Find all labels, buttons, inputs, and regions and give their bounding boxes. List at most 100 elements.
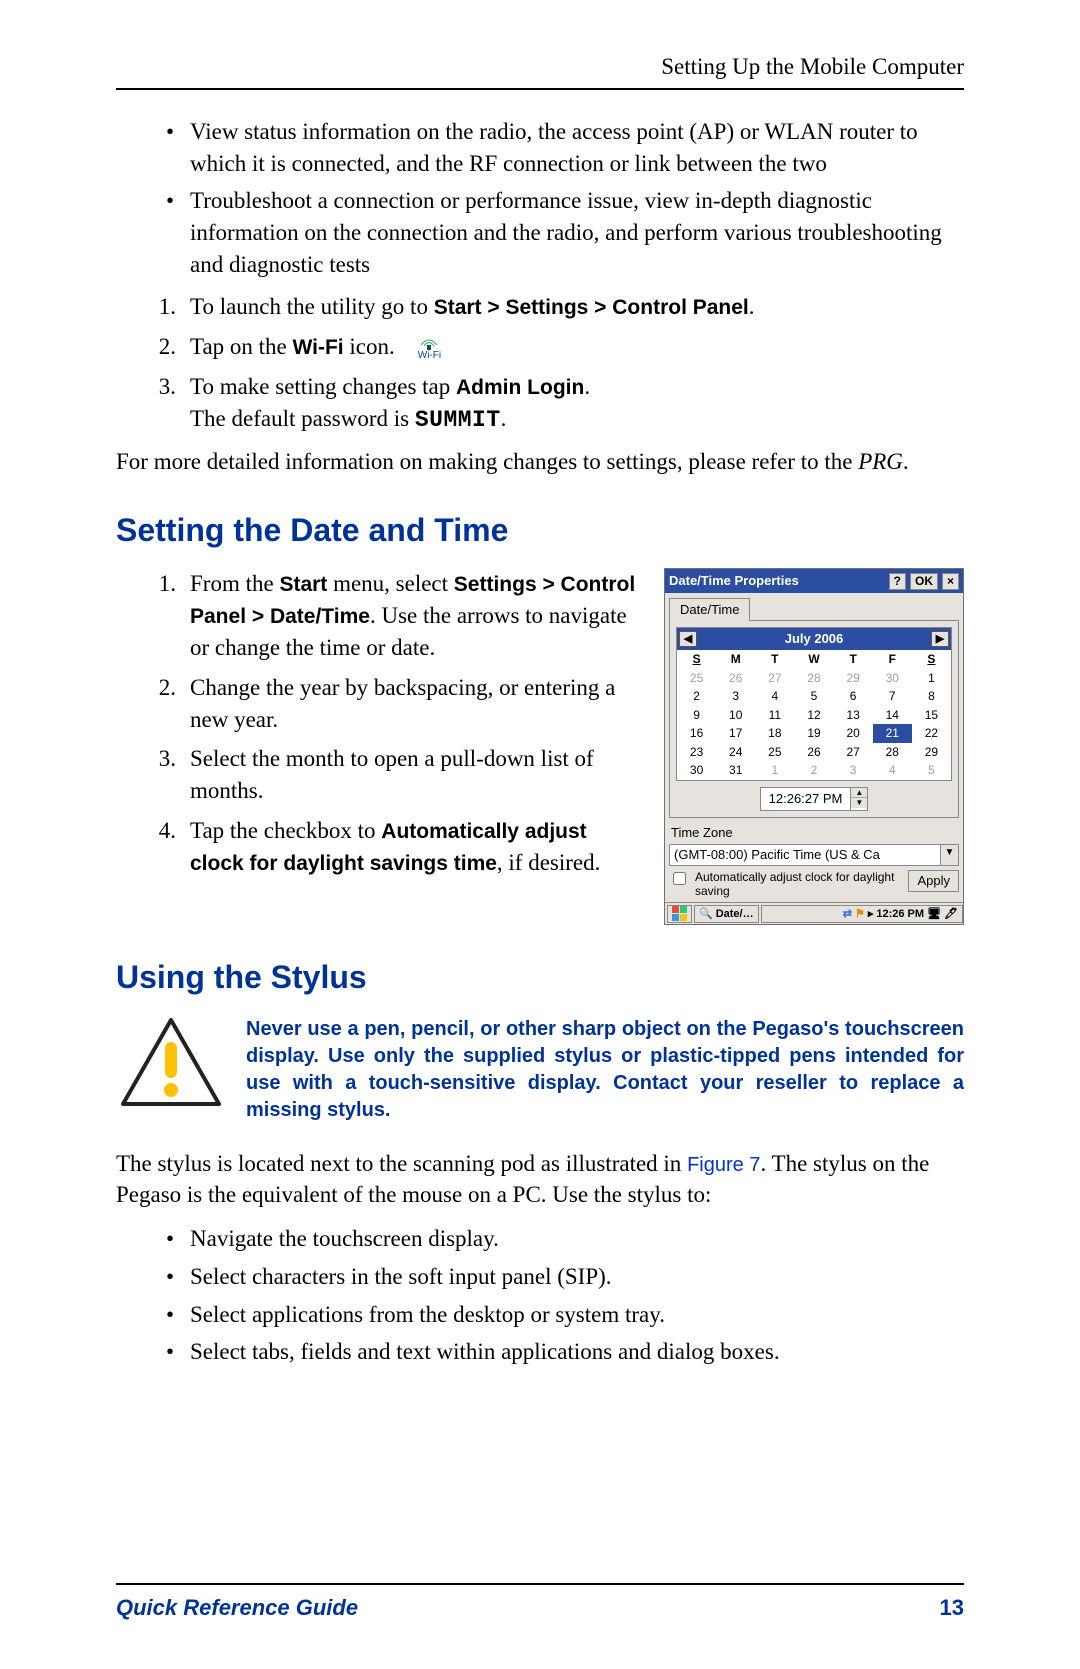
chevron-down-icon[interactable]: ▼: [940, 845, 958, 865]
calendar-day-cell[interactable]: 15: [912, 706, 951, 725]
calendar-day-cell[interactable]: 6: [834, 687, 873, 706]
calendar-day-cell[interactable]: 9: [677, 706, 716, 725]
window-titlebar[interactable]: Date/Time Properties ? OK ×: [665, 569, 963, 593]
wifi-icon: Wi-Fi: [418, 335, 441, 361]
calendar-day-cell[interactable]: 5: [794, 687, 833, 706]
tray-icon[interactable]: ⚑: [855, 906, 865, 922]
calendar-day-cell[interactable]: 23: [677, 743, 716, 762]
calendar-day-cell[interactable]: 1: [755, 761, 794, 780]
dt-step-4: Tap the checkbox to Automatically adjust…: [116, 815, 646, 879]
dt-step-1: From the Start menu, select Settings > C…: [116, 568, 646, 664]
ok-button[interactable]: OK: [910, 573, 938, 590]
calendar-day-cell[interactable]: 3: [834, 761, 873, 780]
calendar-day-header: F: [873, 650, 912, 669]
calendar-day-cell[interactable]: 10: [716, 706, 755, 725]
calendar-day-cell[interactable]: 28: [873, 743, 912, 762]
auto-adjust-label: Automatically adjust clock for daylight …: [695, 870, 902, 899]
calendar-day-cell[interactable]: 4: [873, 761, 912, 780]
step-text: .: [749, 294, 755, 319]
taskbar-app[interactable]: 🔍 Date/…: [694, 905, 759, 923]
list-item: View status information on the radio, th…: [116, 116, 964, 179]
time-spinner[interactable]: ▲▼: [850, 788, 867, 810]
calendar-day-cell[interactable]: 11: [755, 706, 794, 725]
calendar-day-cell[interactable]: 8: [912, 687, 951, 706]
tray-icon[interactable]: ⇄: [843, 906, 852, 922]
running-header: Setting Up the Mobile Computer: [116, 54, 964, 90]
step-bold: Admin Login: [456, 376, 584, 399]
calendar-day-cell[interactable]: 20: [834, 724, 873, 743]
window-title: Date/Time Properties: [669, 572, 799, 590]
calendar-day-cell[interactable]: 5: [912, 761, 951, 780]
desktop-icon[interactable]: 🖥: [927, 906, 941, 922]
calendar-day-cell[interactable]: 16: [677, 724, 716, 743]
calendar-day-cell[interactable]: 12: [794, 706, 833, 725]
step-1: To launch the utility go to Start > Sett…: [116, 291, 964, 323]
calendar-day-cell[interactable]: 24: [716, 743, 755, 762]
list-item: Troubleshoot a connection or performance…: [116, 185, 964, 280]
calendar-day-cell[interactable]: 29: [912, 743, 951, 762]
step-text: The default password is: [190, 406, 415, 431]
sip-icon[interactable]: 🖊: [944, 906, 958, 922]
next-month-button[interactable]: ▶: [931, 631, 949, 647]
step-text: .: [501, 406, 507, 431]
help-button[interactable]: ?: [889, 573, 906, 590]
start-button[interactable]: [667, 905, 692, 923]
calendar-day-cell[interactable]: 30: [873, 669, 912, 688]
step-2: Tap on the Wi-Fi icon. Wi-Fi: [116, 331, 964, 363]
list-item: Navigate the touchscreen display.: [116, 1223, 964, 1255]
wifi-steps: To launch the utility go to Start > Sett…: [116, 291, 964, 437]
tab-datetime[interactable]: Date/Time: [669, 598, 750, 621]
warning-icon: [116, 1016, 226, 1108]
calendar-day-cell[interactable]: 28: [794, 669, 833, 688]
step-text: .: [584, 374, 590, 399]
time-input[interactable]: 12:26:27 PM ▲▼: [760, 787, 869, 811]
calendar-day-cell[interactable]: 29: [834, 669, 873, 688]
heading-date-time: Setting the Date and Time: [116, 508, 964, 552]
calendar-day-cell[interactable]: 13: [834, 706, 873, 725]
calendar-day-cell[interactable]: 26: [794, 743, 833, 762]
close-button[interactable]: ×: [942, 573, 959, 590]
taskbar: 🔍 Date/… ⇄ ⚑ ▸ 12:26 PM 🖥 🖊: [665, 902, 963, 924]
calendar-grid: SMTWTFS252627282930123456789101112131415…: [677, 650, 951, 780]
page-footer: Quick Reference Guide 13: [116, 1583, 964, 1621]
calendar-day-cell[interactable]: 1: [912, 669, 951, 688]
auto-adjust-checkbox[interactable]: [673, 872, 686, 885]
calendar-day-header: S: [912, 650, 951, 669]
timezone-select[interactable]: (GMT-08:00) Pacific Time (US & Ca ▼: [669, 844, 959, 866]
timezone-label: Time Zone: [671, 824, 959, 842]
calendar-day-cell[interactable]: 17: [716, 724, 755, 743]
calendar-day-cell[interactable]: 31: [716, 761, 755, 780]
time-value[interactable]: 12:26:27 PM: [761, 788, 851, 810]
calendar-day-cell[interactable]: 27: [834, 743, 873, 762]
calendar-day-cell[interactable]: 30: [677, 761, 716, 780]
more-info-paragraph: For more detailed information on making …: [116, 446, 964, 478]
calendar-day-cell[interactable]: 2: [677, 687, 716, 706]
calendar-day-cell[interactable]: 22: [912, 724, 951, 743]
calendar-day-cell[interactable]: 3: [716, 687, 755, 706]
system-tray[interactable]: ⇄ ⚑ ▸ 12:26 PM 🖥 🖊: [761, 905, 963, 923]
calendar-day-cell[interactable]: 19: [794, 724, 833, 743]
dt-step-3: Select the month to open a pull-down lis…: [116, 743, 646, 806]
calendar-day-cell[interactable]: 18: [755, 724, 794, 743]
text: From the: [190, 571, 279, 596]
calendar-day-cell[interactable]: 25: [677, 669, 716, 688]
prev-month-button[interactable]: ◀: [679, 631, 697, 647]
list-item: Select tabs, fields and text within appl…: [116, 1336, 964, 1368]
calendar-day-cell[interactable]: 26: [716, 669, 755, 688]
stylus-bullet-list: Navigate the touchscreen display. Select …: [116, 1223, 964, 1368]
calendar-day-cell[interactable]: 14: [873, 706, 912, 725]
calendar-month-label[interactable]: July 2006: [697, 630, 931, 648]
intro-bullet-list: View status information on the radio, th…: [116, 116, 964, 281]
step-text: Tap on the: [190, 334, 293, 359]
step-3: To make setting changes tap Admin Login.…: [116, 371, 964, 437]
calendar-day-cell[interactable]: 27: [755, 669, 794, 688]
apply-button[interactable]: Apply: [908, 870, 959, 892]
figure-ref[interactable]: Figure 7: [687, 1154, 760, 1176]
calendar-day-cell[interactable]: 25: [755, 743, 794, 762]
taskbar-clock: 12:26 PM: [876, 906, 924, 922]
calendar-day-cell[interactable]: 4: [755, 687, 794, 706]
calendar-day-cell[interactable]: 2: [794, 761, 833, 780]
calendar-day-cell[interactable]: 7: [873, 687, 912, 706]
calendar-day-cell[interactable]: 21: [873, 724, 912, 743]
step-bold: Start > Settings > Control Panel: [434, 296, 749, 319]
